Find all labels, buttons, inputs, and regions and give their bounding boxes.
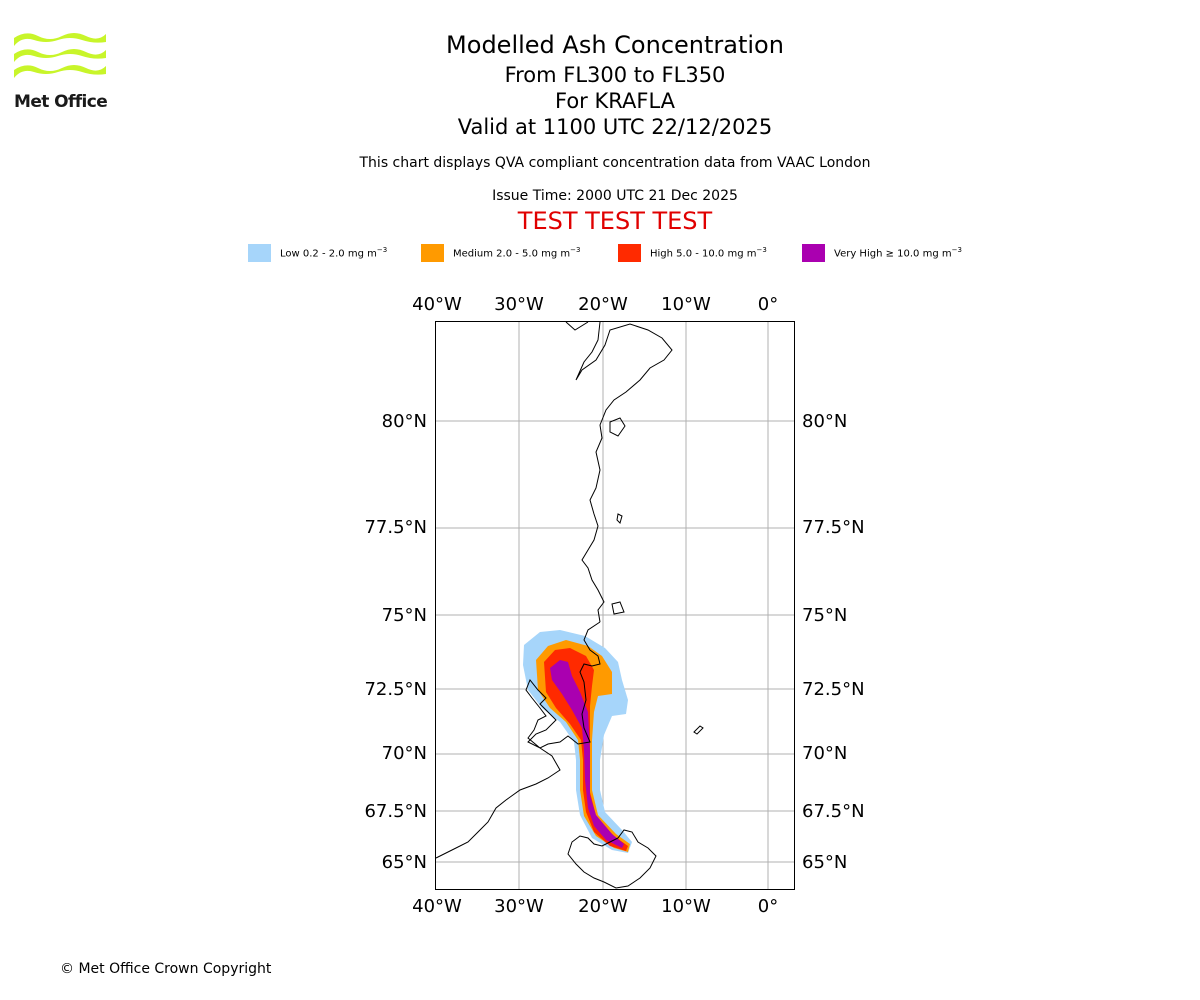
lon-label-top-30w: 30°W [494,294,544,315]
lat-label-right-72-5n: 72.5°N [802,679,865,700]
lat-label-right-75n: 75°N [802,605,847,626]
coast-greenland-east [435,621,601,859]
legend-item-medium: Medium 2.0 - 5.0 mg m−3 [421,244,580,262]
chart-subtitle: This chart displays QVA compliant concen… [359,155,871,171]
flight-level-range: From FL300 to FL350 [504,63,726,87]
ash-very-high-region [550,660,624,848]
lat-label-left-67-5n: 67.5°N [364,801,427,822]
lon-labels-top: 40°W 30°W 20°W 10°W 0° [412,294,778,315]
lat-label-right-80n: 80°N [802,411,847,432]
concentration-legend: Low 0.2 - 2.0 mg m−3 Medium 2.0 - 5.0 mg… [0,244,1200,264]
lon-label-bottom-0: 0° [758,896,778,917]
lat-labels-right: 80°N 77.5°N 75°N 72.5°N 70°N 67.5°N 65°N [802,411,865,873]
legend-item-very-high: Very High ≥ 10.0 mg m−3 [802,244,962,262]
lat-label-left-65n: 65°N [382,852,427,873]
legend-label-medium: Medium 2.0 - 5.0 mg m−3 [453,246,581,260]
legend-item-high: High 5.0 - 10.0 mg m−3 [618,244,767,262]
legend-swatch-medium [421,244,444,262]
coast-island-a [609,417,626,437]
coastlines [435,321,704,889]
lat-label-right-65n: 65°N [802,852,847,873]
map-grid [436,322,795,890]
legend-label-low: Low 0.2 - 2.0 mg m−3 [280,246,388,260]
lat-label-right-70n: 70°N [802,743,847,764]
map-frame [435,321,795,890]
lon-label-bottom-20w: 20°W [578,896,628,917]
lat-label-left-70n: 70°N [382,743,427,764]
lat-label-left-77-5n: 77.5°N [364,517,427,538]
lon-label-bottom-30w: 30°W [494,896,544,917]
met-office-wave-icon [14,33,106,78]
valid-time: Valid at 1100 UTC 22/12/2025 [457,115,773,139]
met-office-logo: Met Office [14,30,108,112]
coast-island-c [611,601,625,615]
legend-label-high: High 5.0 - 10.0 mg m−3 [650,246,767,260]
lat-label-left-72-5n: 72.5°N [364,679,427,700]
issue-time: Issue Time: 2000 UTC 21 Dec 2025 [492,188,738,204]
lon-label-top-40w: 40°W [412,294,462,315]
coast-jan-mayen [693,725,704,735]
coast-svalbard-north [565,321,673,623]
legend-swatch-high [618,244,641,262]
legend-swatch-very-high [802,244,825,262]
lat-label-right-67-5n: 67.5°N [802,801,865,822]
lon-label-bottom-40w: 40°W [412,896,462,917]
lon-label-bottom-10w: 10°W [661,896,711,917]
lat-label-left-75n: 75°N [382,605,427,626]
lon-label-top-20w: 20°W [578,294,628,315]
legend-label-very-high: Very High ≥ 10.0 mg m−3 [834,246,962,260]
copyright-notice: © Met Office Crown Copyright [60,961,272,977]
lon-label-top-10w: 10°W [661,294,711,315]
lat-label-left-80n: 80°N [382,411,427,432]
test-banner: TEST TEST TEST [517,207,713,235]
legend-swatch-low [248,244,271,262]
volcano-name: For KRAFLA [555,89,675,113]
lat-label-right-77-5n: 77.5°N [802,517,865,538]
chart-title: Modelled Ash Concentration [446,31,784,59]
lon-label-top-0: 0° [758,294,778,315]
coast-iceland [567,829,657,889]
ash-plume [523,630,632,853]
lon-labels-bottom: 40°W 30°W 20°W 10°W 0° [412,896,778,917]
chart-header: Modelled Ash Concentration From FL300 to… [0,28,1200,235]
met-office-logo-text: Met Office [14,92,108,112]
coast-island-b [616,513,623,524]
legend-item-low: Low 0.2 - 2.0 mg m−3 [248,244,387,262]
lat-labels-left: 80°N 77.5°N 75°N 72.5°N 70°N 67.5°N 65°N [364,411,427,873]
